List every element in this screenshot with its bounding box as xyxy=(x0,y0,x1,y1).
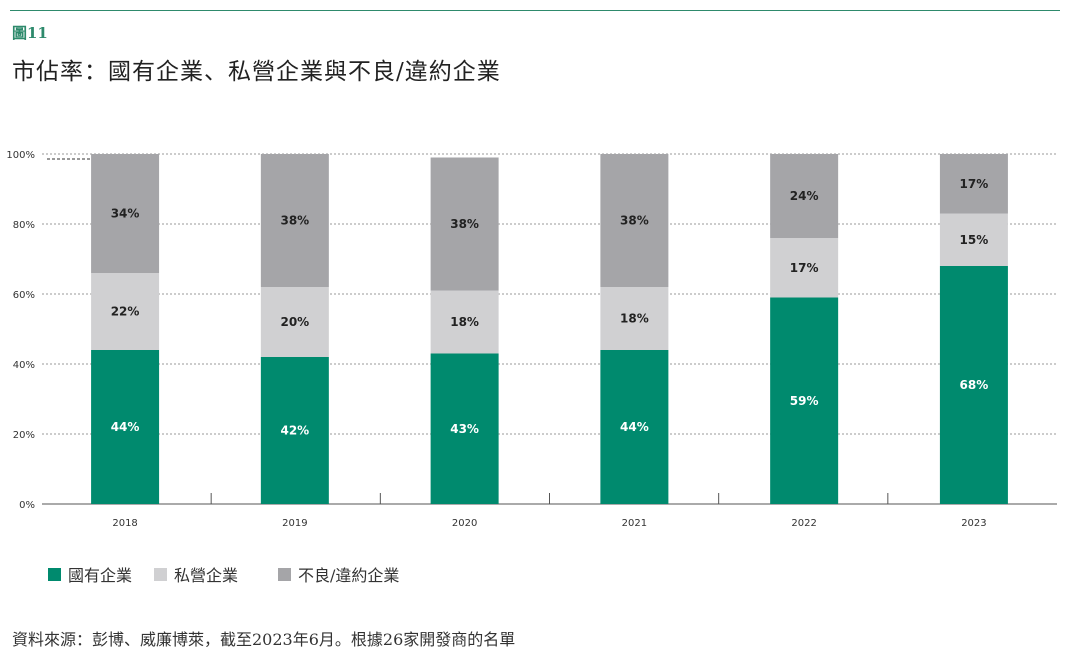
data-label: 44% xyxy=(111,420,140,434)
data-label: 43% xyxy=(450,422,479,436)
bar-segment xyxy=(260,357,329,504)
bar-segment xyxy=(939,266,1008,504)
data-label: 18% xyxy=(450,315,479,329)
data-label: 20% xyxy=(280,315,309,329)
legend-swatch-private xyxy=(154,567,168,581)
legend: 國有企業 私營企業 不良/違約企業 xyxy=(48,562,421,586)
bar-segment xyxy=(939,213,1008,266)
stacked-bar-chart: 0% 20% 40% 60% 80% 100% 44% 22% 34% 42% 20% 38% 43%… xyxy=(6,150,1057,529)
data-label: 44% xyxy=(620,420,649,434)
data-label: 34% xyxy=(111,207,140,221)
chart-title: 市佔率：國有企業、私營企業與不良/違約企業 xyxy=(12,59,501,85)
bar-segment xyxy=(770,297,839,504)
legend-swatch-soe xyxy=(48,567,61,581)
data-label: 59% xyxy=(790,394,819,408)
legend-item-distressed: 不良/違約企業 xyxy=(260,562,399,586)
x-tick-label: 2020 xyxy=(452,518,477,529)
x-tick-label: 2019 xyxy=(282,518,307,529)
y-tick-label: 0% xyxy=(19,500,35,511)
bar-segment xyxy=(600,350,669,504)
y-tick-label: 40% xyxy=(13,360,35,371)
bar-segment xyxy=(430,290,499,354)
data-label: 38% xyxy=(620,214,649,228)
bar-segment xyxy=(260,287,329,357)
legend-label-soe: 國有企業 xyxy=(68,566,133,585)
data-label: 15% xyxy=(960,233,989,247)
source-note: 資料來源：彭博、威廉博萊，截至2023年6月。根據26家開發商的名單 xyxy=(12,630,516,649)
bars: 44% 22% 34% 42% 20% 38% 43% 18% 38% 44% 18% 38% 59% 1… xyxy=(91,154,1008,504)
y-axis-ticks: 0% 20% 40% 60% 80% 100% xyxy=(6,150,35,511)
bar-segment xyxy=(91,154,160,273)
top-rule xyxy=(10,10,1060,11)
y-tick-label: 80% xyxy=(13,220,35,231)
data-label: 38% xyxy=(280,214,309,228)
x-tick-label: 2021 xyxy=(622,518,647,529)
bar-segment xyxy=(430,353,499,504)
data-label: 18% xyxy=(620,312,649,326)
bar-segment xyxy=(600,154,669,287)
legend-swatch-distressed xyxy=(278,567,292,581)
x-axis-ticks: 2018 2019 2020 2021 2022 2023 xyxy=(112,493,987,529)
data-label: 38% xyxy=(450,217,479,231)
bar-segment xyxy=(260,154,329,287)
figure-label: 圖11 xyxy=(12,24,48,42)
bar-segment xyxy=(770,154,839,238)
legend-label-distressed: 不良/違約企業 xyxy=(298,566,400,585)
bar-segment xyxy=(939,154,1008,214)
data-label: 42% xyxy=(280,424,309,438)
data-label: 68% xyxy=(960,378,989,392)
y-tick-label: 100% xyxy=(6,150,35,161)
x-tick-label: 2023 xyxy=(961,518,986,529)
bar-segment xyxy=(91,273,160,350)
x-tick-label: 2018 xyxy=(112,518,137,529)
data-label: 17% xyxy=(960,177,989,191)
bar-segment xyxy=(91,350,160,504)
y-tick-label: 60% xyxy=(13,290,35,301)
gridlines xyxy=(42,153,1057,505)
legend-item-soe: 國有企業 xyxy=(48,562,132,586)
bar-segment xyxy=(600,287,669,350)
data-label: 22% xyxy=(111,305,140,319)
data-label: 17% xyxy=(790,261,819,275)
bar-segment xyxy=(770,238,839,298)
x-tick-label: 2022 xyxy=(791,518,816,529)
y-tick-label: 20% xyxy=(13,430,35,441)
bar-segment xyxy=(430,157,499,291)
legend-item-private: 私營企業 xyxy=(154,562,238,586)
data-label: 24% xyxy=(790,189,819,203)
legend-label-private: 私營企業 xyxy=(174,566,239,585)
